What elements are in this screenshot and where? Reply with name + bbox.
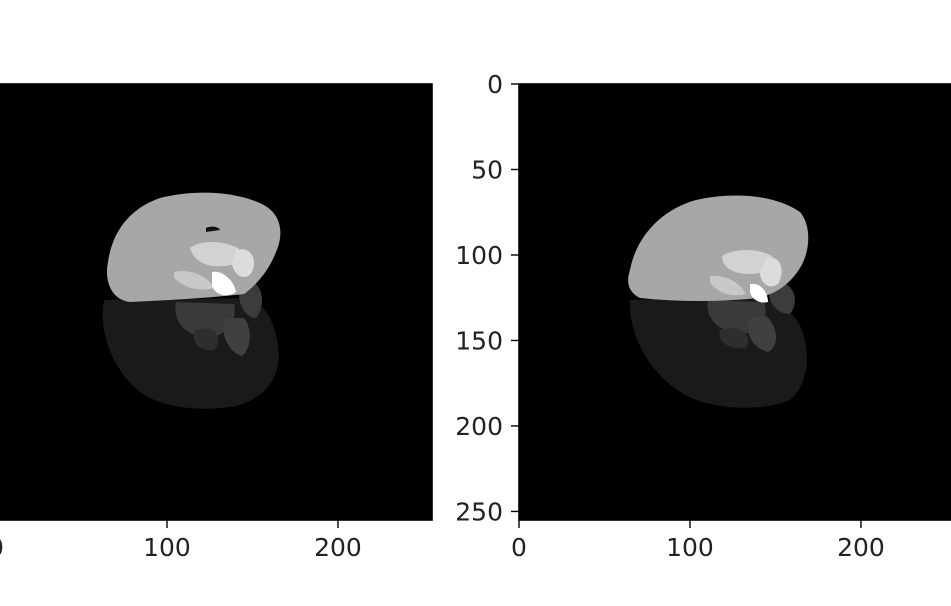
right-x-tick-label: 0 bbox=[511, 533, 527, 562]
right-image-panel: 0 100 200 0 50 100 150 200 250 bbox=[455, 70, 951, 562]
left-x-tick-label: 100 bbox=[143, 533, 191, 562]
right-y-tick-label: 100 bbox=[455, 241, 503, 270]
right-segmentation-image bbox=[628, 195, 809, 408]
left-axes-frame bbox=[0, 83, 433, 521]
right-y-tick-label: 50 bbox=[471, 155, 503, 184]
right-y-tick-label: 150 bbox=[455, 326, 503, 355]
right-y-tick-label: 250 bbox=[455, 497, 503, 526]
right-x-axis: 0 100 200 bbox=[511, 520, 885, 562]
left-image-panel: 0 100 200 bbox=[0, 83, 433, 562]
right-y-tick-label: 0 bbox=[487, 70, 503, 99]
right-x-tick-label: 100 bbox=[666, 533, 714, 562]
right-x-tick-label: 200 bbox=[837, 533, 885, 562]
left-x-tick-label: 200 bbox=[314, 533, 362, 562]
left-x-axis: 0 100 200 bbox=[0, 520, 362, 562]
left-x-tick-label: 0 bbox=[0, 533, 4, 562]
right-axes-frame bbox=[518, 83, 951, 521]
right-y-axis: 0 50 100 150 200 250 bbox=[455, 70, 519, 526]
right-y-tick-label: 200 bbox=[455, 412, 503, 441]
left-segmentation-image bbox=[102, 192, 281, 409]
